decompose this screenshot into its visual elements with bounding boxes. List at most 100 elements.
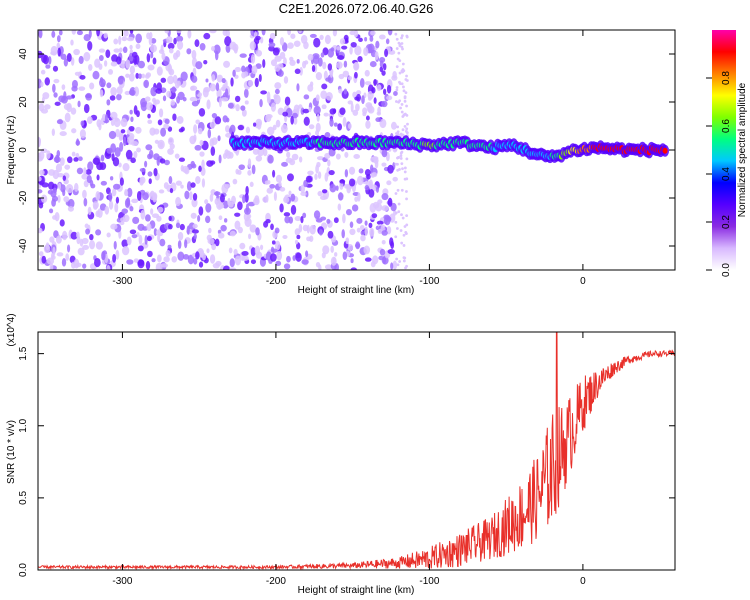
spectrogram-noise-mark [350,258,354,264]
spectrogram-noise-mark [65,253,70,261]
spectrogram-noise-mark [313,210,321,220]
spectrogram-noise-mark [307,84,314,92]
spectrogram-noise-mark [338,73,345,80]
spectrogram-noise-mark [401,167,404,171]
spectrogram-noise-mark [203,59,208,65]
spectrogram-noise-mark [140,209,146,220]
spectrogram-noise-mark [275,174,283,183]
spectrogram-noise-mark [150,208,154,215]
spectrogram-noise-mark [39,169,45,176]
spectrogram-noise-mark [287,30,292,36]
spectrogram-noise-mark [122,46,128,54]
spectrogram-noise-mark [308,124,315,130]
spectrogram-noise-mark [212,262,220,269]
spectrogram-noise-mark [372,255,379,265]
x-tick-label: 0 [580,576,586,587]
spectrogram-noise-mark [110,223,118,230]
spectrogram-noise-mark [327,63,333,71]
spectrogram-noise-mark [74,182,79,192]
spectrogram-noise-mark [306,224,310,234]
spectrogram-noise-mark [323,112,329,117]
spectrogram-noise-mark [195,90,199,95]
spectrogram-noise-mark [387,248,395,255]
spectrogram-noise-mark [70,39,74,46]
spectrogram-noise-mark [315,71,323,81]
spectrogram-noise-mark [248,233,252,240]
spectrogram-noise-mark [312,53,320,60]
spectrogram-noise-mark [136,110,140,118]
spectrogram-noise-mark [394,148,398,152]
spectrogram-noise-mark [336,61,343,69]
spectrogram-noise-mark [201,159,205,170]
spectrogram-noise-mark [211,46,216,52]
spectrogram-noise-mark [155,262,163,270]
spectrogram-noise-mark [82,263,87,269]
spectrogram-noise-mark [150,52,154,59]
spectrogram-noise-mark [405,214,409,217]
spectrogram-noise-mark [193,233,197,240]
spectrogram-noise-mark [56,42,61,50]
spectrogram-noise-mark [347,100,353,105]
spectrogram-noise-mark [103,60,108,67]
spectrogram-noise-mark [81,237,89,245]
spectrogram-noise-mark [324,152,331,159]
spectrogram-noise-mark [363,47,369,57]
spectrogram-noise-mark [385,38,390,45]
chart-title: C2E1.2026.072.06.40.G26 [279,1,434,16]
spectrogram-noise-mark [38,176,42,182]
spectrogram-noise-mark [104,113,108,124]
spectrogram-noise-mark [218,97,222,108]
spectrogram-noise-mark [320,216,327,221]
spectrogram-noise-mark [83,51,91,62]
spectrogram-noise-mark [45,64,51,69]
spectrogram-noise-mark [167,42,175,50]
spectrogram-noise-mark [280,124,288,134]
spectrogram-noise-mark [371,156,379,161]
spectrogram-noise-mark [224,36,232,47]
spectrogram-noise-mark [262,148,268,157]
spectrogram-noise-mark [168,223,173,230]
spectrogram-noise-mark [150,86,157,97]
spectrogram-noise-mark [403,177,407,181]
spectrogram-noise-mark [283,196,290,204]
spectrogram-noise-mark [392,176,398,182]
spectrogram-noise-mark [346,184,351,194]
spectrogram-noise-mark [377,106,381,115]
spectrogram-noise-mark [403,225,407,228]
spectrogram-noise-mark [95,229,102,236]
spectrogram-noise-mark [86,116,93,125]
spectrogram-noise-mark [318,229,323,236]
spectrogram-noise-mark [135,72,139,79]
spectrogram-noise-mark [96,30,100,37]
spectrogram-noise-mark [386,95,393,101]
spectrogram-noise-mark [400,213,403,217]
spectrogram-noise-mark [393,91,398,96]
spectrogram-noise-mark [200,166,206,176]
spectrogram-noise-mark [201,178,206,188]
spectrogram-noise-mark [126,129,131,135]
spectrogram-noise-mark [243,71,249,78]
snr-marks [38,332,675,570]
y-tick-label: 20 [18,96,29,108]
spectrogram-noise-mark [333,217,339,224]
spectrogram-noise-mark [46,150,51,160]
spectrogram-noise-mark [316,161,321,168]
spectrogram-noise-mark [245,126,251,134]
spectrogram-noise-mark [156,82,162,91]
spectrogram-noise-mark [342,70,350,78]
spectrogram-noise-mark [368,179,373,190]
spectrogram-noise-mark [57,194,61,203]
spectrogram-noise-mark [287,173,294,182]
spectrogram-noise-mark [283,263,291,270]
spectrogram-noise-mark [400,42,404,45]
spectrogram-noise-mark [198,108,206,117]
spectrogram-noise-mark [146,53,151,63]
spectrogram-noise-mark [342,213,346,224]
spectrogram-noise-mark [127,135,135,145]
spectrogram-noise-mark [207,238,215,245]
spectrogram-noise-mark [399,106,402,110]
spectrogram-noise-mark [369,35,374,42]
spectrogram-noise-mark [219,193,225,203]
spectrogram-noise-mark [168,215,172,221]
spectrogram-noise-mark [405,223,409,227]
